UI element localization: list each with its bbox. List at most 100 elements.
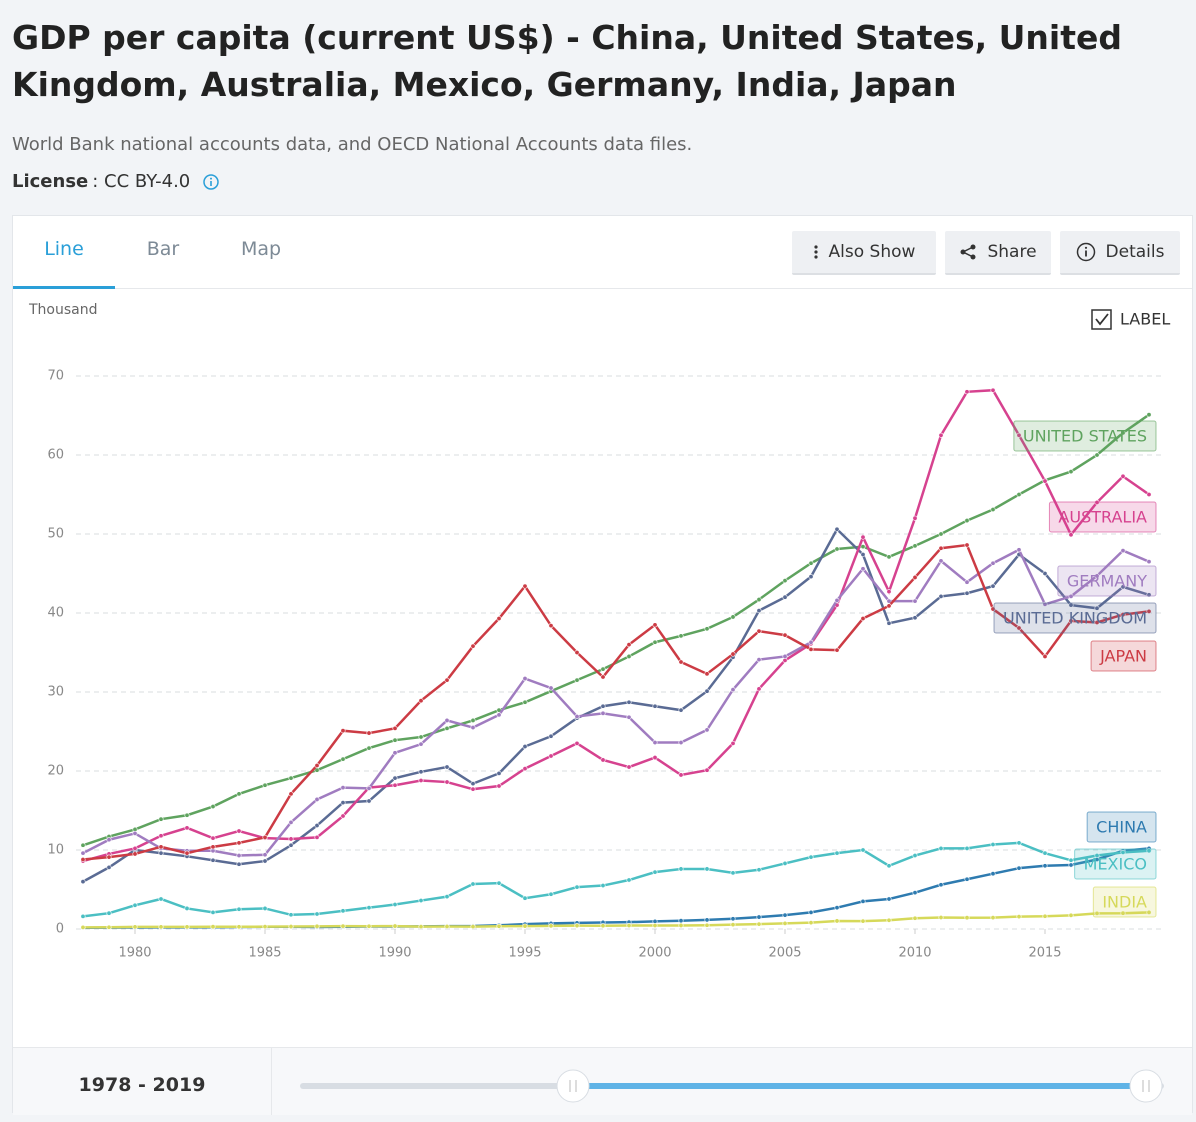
data-point <box>392 902 398 908</box>
series-line <box>82 543 1150 861</box>
data-point <box>938 845 944 851</box>
range-slider[interactable] <box>283 1048 1183 1115</box>
series-label-text: JAPAN <box>1099 647 1147 666</box>
data-point <box>340 756 346 762</box>
data-point <box>1094 853 1100 859</box>
share-button[interactable]: Share <box>945 231 1051 275</box>
data-point <box>834 905 840 911</box>
data-point <box>314 911 320 917</box>
data-point <box>964 518 970 524</box>
data-point <box>912 543 918 549</box>
data-point <box>730 687 736 693</box>
series-label: UNITED STATES <box>1013 420 1157 452</box>
data-point <box>262 782 268 788</box>
x-tick-label: 1980 <box>118 946 151 961</box>
data-point <box>418 741 424 747</box>
data-point <box>470 786 476 792</box>
data-point <box>1016 840 1022 846</box>
data-point <box>1146 559 1152 565</box>
data-point <box>808 920 814 926</box>
tab-map[interactable]: Map <box>240 238 282 260</box>
data-point <box>106 924 112 930</box>
data-point <box>236 791 242 797</box>
data-point <box>392 725 398 731</box>
series-label-box <box>993 602 1157 634</box>
info-icon[interactable] <box>202 173 220 191</box>
data-point <box>262 858 268 864</box>
data-point <box>1068 532 1074 538</box>
data-point <box>912 915 918 921</box>
y-tick-label: 70 <box>47 369 64 384</box>
series-label: INDIA <box>1092 886 1157 918</box>
tab-line[interactable]: Line <box>13 216 115 289</box>
data-point <box>314 796 320 802</box>
data-point <box>418 698 424 704</box>
series-line <box>82 413 1150 847</box>
slider-handle[interactable] <box>1129 1069 1163 1103</box>
data-point <box>522 699 528 705</box>
button-label: Share <box>987 242 1037 262</box>
series-line <box>82 911 1150 929</box>
data-point <box>106 910 112 916</box>
data-point <box>938 531 944 537</box>
tab-bar-chart[interactable]: Bar <box>146 238 180 260</box>
data-point <box>158 924 164 930</box>
license-label: License <box>12 171 89 192</box>
data-point <box>756 628 762 634</box>
data-point <box>782 860 788 866</box>
data-point <box>444 894 450 900</box>
data-point <box>912 515 918 521</box>
data-point <box>860 898 866 904</box>
x-tick-label: 2015 <box>1028 946 1061 961</box>
label-toggle[interactable]: LABEL <box>1091 309 1170 330</box>
data-point <box>340 923 346 929</box>
data-point <box>236 853 242 859</box>
x-tick-label: 2000 <box>638 946 671 961</box>
kebab-icon <box>813 245 818 259</box>
data-point <box>1094 605 1100 611</box>
data-point <box>132 924 138 930</box>
series-label-box <box>1013 420 1157 452</box>
slider-handle[interactable] <box>556 1069 590 1103</box>
series-label-text: INDIA <box>1102 893 1147 912</box>
data-point <box>366 905 372 911</box>
details-button[interactable]: Details <box>1060 231 1180 275</box>
data-point <box>132 851 138 857</box>
data-point <box>730 651 736 657</box>
data-point <box>860 616 866 622</box>
data-point <box>548 753 554 759</box>
data-point <box>964 542 970 548</box>
data-point <box>704 767 710 773</box>
data-point <box>886 917 892 923</box>
data-point <box>756 867 762 873</box>
data-point <box>782 912 788 918</box>
data-point <box>1016 865 1022 871</box>
data-point <box>158 833 164 839</box>
data-point <box>860 552 866 558</box>
data-point <box>574 677 580 683</box>
data-point <box>1146 608 1152 614</box>
data-point <box>678 772 684 778</box>
series-label: GERMANY <box>1057 565 1157 597</box>
checkbox[interactable] <box>1091 309 1112 330</box>
data-point <box>288 836 294 842</box>
data-point <box>1120 612 1126 618</box>
data-point <box>1042 863 1048 869</box>
data-point <box>132 902 138 908</box>
data-point <box>80 856 86 862</box>
series-label-box <box>1086 811 1157 843</box>
data-point <box>496 770 502 776</box>
data-point <box>262 834 268 840</box>
data-point <box>938 882 944 888</box>
data-point <box>548 891 554 897</box>
data-point <box>262 852 268 858</box>
y-tick-label: 60 <box>47 448 64 463</box>
data-point <box>340 813 346 819</box>
data-point <box>964 915 970 921</box>
data-point <box>1120 473 1126 479</box>
data-point <box>704 922 710 928</box>
data-point <box>288 791 294 797</box>
data-point <box>964 579 970 585</box>
also-show-button[interactable]: Also Show <box>792 231 936 275</box>
y-tick-label: 50 <box>47 527 64 542</box>
